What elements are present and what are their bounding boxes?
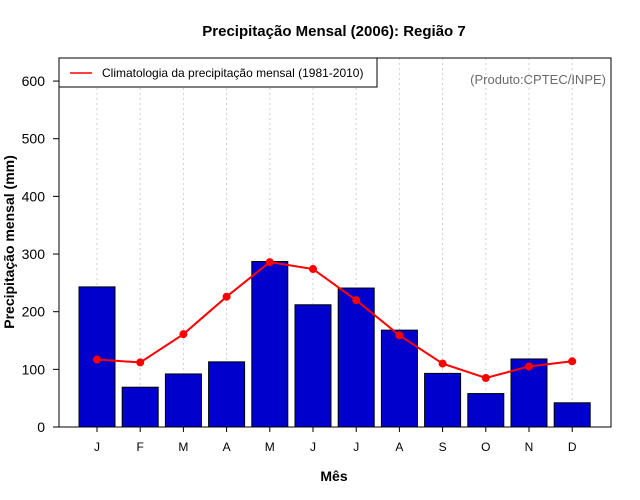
climatology-point-3	[179, 330, 188, 339]
y-tick-label-100: 100	[22, 361, 46, 377]
bar-4	[208, 361, 246, 428]
climatology-point-9	[438, 359, 447, 368]
x-tick-label-6: J	[310, 440, 316, 454]
climatology-point-1	[93, 355, 101, 364]
climatology-point-10	[481, 373, 490, 382]
y-tick-label-0: 0	[37, 419, 45, 435]
climatology-point-11	[525, 362, 533, 371]
source-annotation: (Produto:CPTEC/INPE)	[470, 72, 606, 87]
x-tick-label-5: M	[265, 440, 275, 454]
bar-3	[164, 373, 202, 428]
x-tick-label-9: S	[439, 440, 447, 454]
bar-9	[424, 372, 462, 428]
x-tick-label-1: J	[94, 440, 100, 454]
climatology-point-7	[352, 296, 361, 305]
x-tick-label-4: A	[223, 440, 231, 454]
y-axis: 0 100 200 300 400 500 600	[22, 73, 59, 435]
bar-6	[294, 304, 332, 428]
bar-5	[251, 261, 289, 428]
bar-series	[78, 261, 591, 428]
y-tick-label-200: 200	[22, 304, 46, 320]
climatology-point-8	[395, 331, 404, 340]
climatology-point-4	[222, 292, 231, 301]
grid-lines	[96, 58, 573, 427]
bar-12	[553, 402, 591, 428]
climatology-point-5	[265, 258, 274, 267]
x-tick-label-12: D	[568, 440, 577, 454]
x-tick-label-7: J	[353, 440, 359, 454]
climatology-line	[96, 261, 573, 380]
bar-7	[337, 287, 375, 428]
x-tick-label-2: F	[137, 440, 144, 454]
x-axis-label: Mês	[320, 468, 347, 484]
y-tick-label-300: 300	[22, 246, 46, 262]
climatology-point-6	[309, 265, 317, 274]
y-tick-label-400: 400	[22, 188, 46, 204]
legend-box	[58, 57, 378, 88]
x-tick-label-10: O	[481, 440, 490, 454]
bar-10	[467, 393, 505, 428]
climatology-point-12	[568, 357, 577, 366]
climatology-point-2	[136, 358, 145, 367]
y-tick-label-500: 500	[22, 131, 46, 147]
legend-entry-climatology: Climatologia da precipitação mensal (198…	[102, 66, 363, 80]
legend: Climatologia da precipitação mensal (198…	[58, 57, 378, 88]
x-tick-label-11: N	[525, 440, 534, 454]
bar-2	[121, 386, 159, 428]
x-tick-label-8: A	[395, 440, 403, 454]
y-axis-label: Precipitação mensal (mm)	[1, 155, 17, 329]
chart-title: Precipitação Mensal (2006): Região 7	[202, 23, 465, 40]
y-tick-label-600: 600	[22, 73, 46, 89]
climatology-line-series	[93, 258, 577, 382]
x-tick-label-3: M	[178, 440, 188, 454]
